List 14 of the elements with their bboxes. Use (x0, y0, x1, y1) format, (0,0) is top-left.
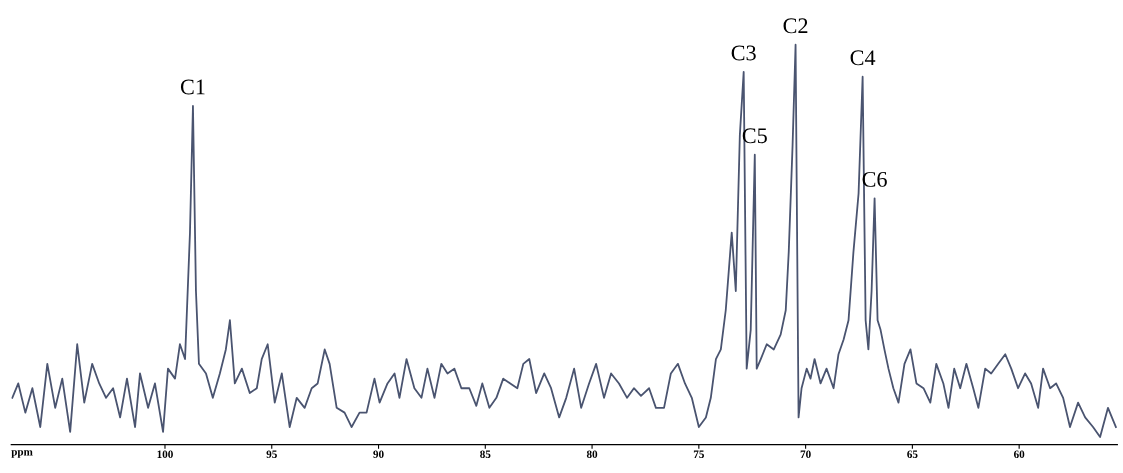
annotation: C3 (731, 45, 756, 61)
x-tick-label: 70 (800, 450, 811, 458)
x-tick-label: 85 (480, 450, 491, 458)
x-tick-label: 65 (907, 450, 918, 458)
x-tick-label: 90 (373, 450, 384, 458)
annotation: C1 (180, 79, 205, 95)
annotation: C4 (850, 50, 876, 66)
x-tick-label: 75 (693, 450, 704, 458)
x-tick-label: 100 (157, 450, 173, 458)
annotation: C2 (783, 18, 808, 34)
x-axis-title: ppm (11, 450, 33, 458)
x-tick-label: 95 (266, 450, 277, 458)
x-tick-label: 60 (1013, 450, 1025, 458)
x-tick-label: 80 (586, 450, 598, 458)
